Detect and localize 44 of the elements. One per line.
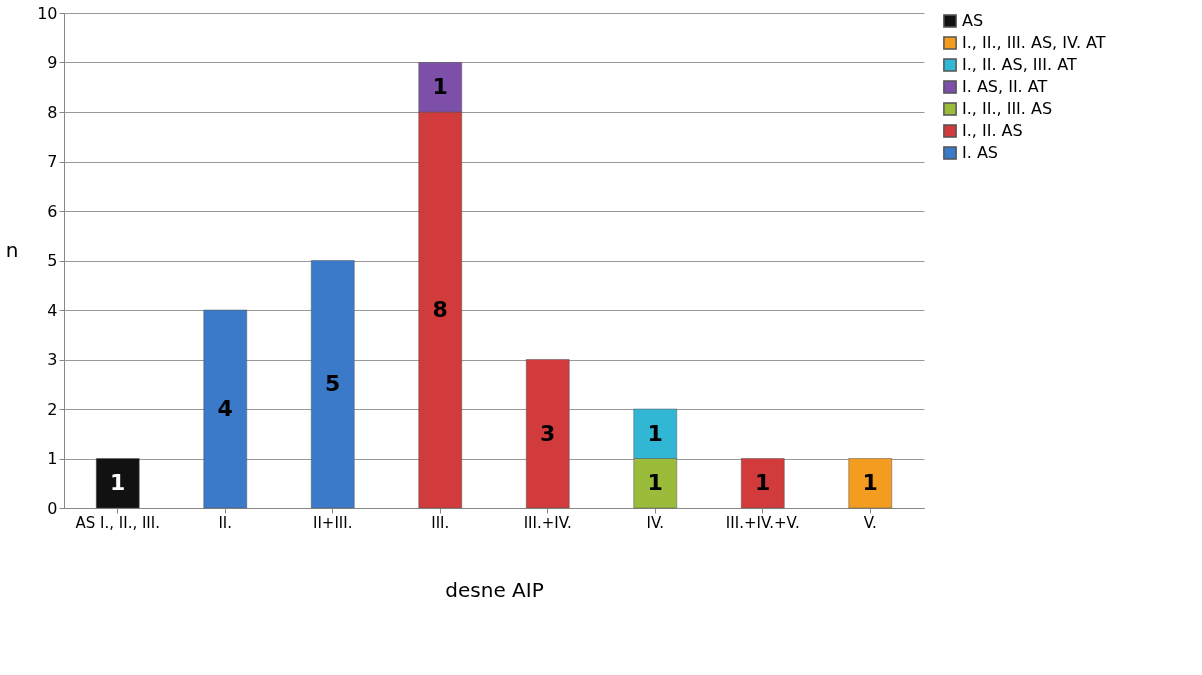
y-axis-title: n xyxy=(5,238,19,262)
data-label: 3 xyxy=(540,420,556,446)
x-tick-label: V. xyxy=(863,513,877,532)
legend-label: I., II., III. AS, IV. AT xyxy=(962,33,1106,52)
legend-label: I. AS, II. AT xyxy=(962,77,1048,96)
data-label: 1 xyxy=(862,470,878,496)
bar xyxy=(96,458,140,509)
data-label: 1 xyxy=(755,470,771,496)
x-tick-label: III. xyxy=(431,513,450,532)
data-label: 4 xyxy=(217,396,233,421)
data-label: 5 xyxy=(325,371,341,397)
x-tick-label: III.+IV.+V. xyxy=(725,513,800,532)
legend-label: I., II. AS xyxy=(962,121,1023,140)
legend-label: AS xyxy=(962,11,984,30)
data-label: 1 xyxy=(432,74,448,100)
x-axis-title: desne AIP xyxy=(445,577,544,602)
y-tick-label: 4 xyxy=(47,300,58,320)
data-label: 1 xyxy=(647,420,663,446)
bar xyxy=(311,260,355,509)
y-tick-label: 2 xyxy=(47,399,58,419)
x-tick-label: II. xyxy=(218,513,233,532)
x-tick-label: II+III. xyxy=(313,513,353,532)
y-tick-label: 9 xyxy=(47,53,58,72)
y-tick-label: 5 xyxy=(47,251,58,270)
bar xyxy=(848,458,892,509)
bar xyxy=(526,359,570,509)
y-tick-label: 8 xyxy=(47,102,58,122)
y-tick-label: 10 xyxy=(37,3,58,23)
x-tick-label: IV. xyxy=(646,513,665,532)
bar xyxy=(741,458,785,509)
y-tick-label: 0 xyxy=(47,498,58,518)
data-label: 8 xyxy=(432,297,448,322)
legend-label: I. AS xyxy=(962,143,998,162)
legend-label: I., II. AS, III. AT xyxy=(962,55,1077,74)
legend-label: I., II., III. AS xyxy=(962,99,1053,118)
data-label: 1 xyxy=(110,470,126,496)
x-tick-label: AS I., II., III. xyxy=(75,513,160,532)
y-tick-label: 7 xyxy=(47,152,58,171)
y-tick-label: 6 xyxy=(47,201,58,221)
x-tick-label: III.+IV. xyxy=(523,513,572,532)
data-label: 1 xyxy=(647,470,663,496)
bar xyxy=(203,309,247,509)
y-tick-label: 3 xyxy=(47,350,58,369)
y-tick-label: 1 xyxy=(47,449,58,468)
